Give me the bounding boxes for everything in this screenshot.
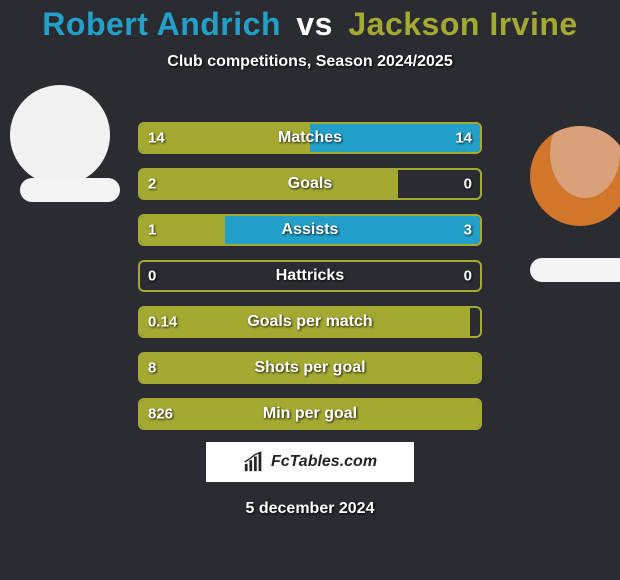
- player1-name-pill: [20, 178, 120, 202]
- stat-row: 826Min per goal: [138, 398, 482, 430]
- stat-label: Assists: [138, 221, 482, 239]
- subtitle: Club competitions, Season 2024/2025: [0, 53, 620, 71]
- chart-icon: [243, 451, 265, 473]
- stat-label: Min per goal: [138, 405, 482, 423]
- stat-row: 0.14Goals per match: [138, 306, 482, 338]
- title-player1: Robert Andrich: [42, 6, 281, 42]
- stat-row: 1414Matches: [138, 122, 482, 154]
- player2-avatar: [530, 126, 620, 226]
- stat-row: 8Shots per goal: [138, 352, 482, 384]
- stat-label: Goals: [138, 175, 482, 193]
- stat-label: Goals per match: [138, 313, 482, 331]
- title-player2: Jackson Irvine: [348, 6, 577, 42]
- stat-row: 00Hattricks: [138, 260, 482, 292]
- stat-row: 13Assists: [138, 214, 482, 246]
- fctables-logo: FcTables.com: [206, 442, 414, 482]
- stat-row: 20Goals: [138, 168, 482, 200]
- comparison-bars: 1414Matches 20Goals 13Assists 00Hattricks 0.…: [138, 122, 482, 444]
- stat-label: Matches: [138, 129, 482, 147]
- logo-text: FcTables.com: [271, 453, 377, 471]
- title-vs: vs: [296, 6, 333, 42]
- player1-avatar: [10, 85, 110, 185]
- player2-name-pill: [530, 258, 620, 282]
- page-title: Robert Andrich vs Jackson Irvine: [0, 0, 620, 43]
- stat-label: Hattricks: [138, 267, 482, 285]
- stat-label: Shots per goal: [138, 359, 482, 377]
- date-label: 5 december 2024: [0, 500, 620, 518]
